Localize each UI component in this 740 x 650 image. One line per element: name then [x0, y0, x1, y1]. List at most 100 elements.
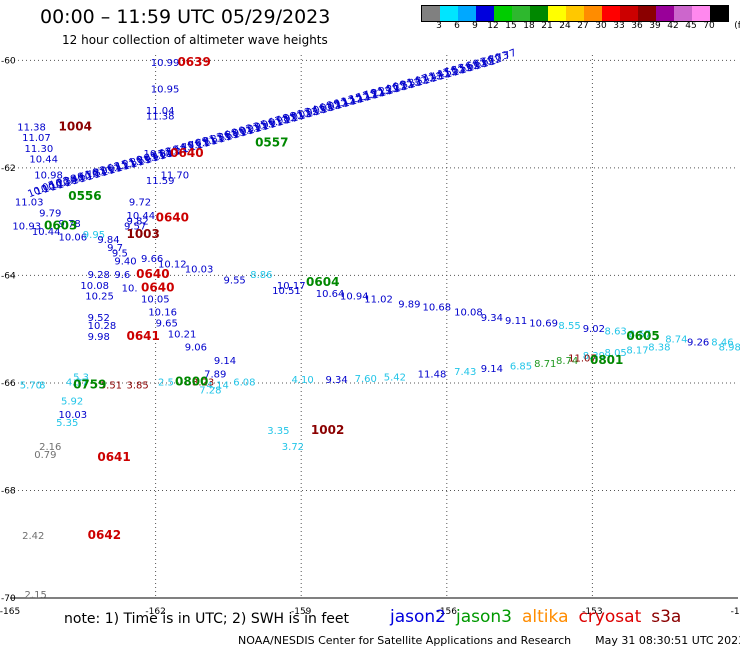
legend-swatch [692, 6, 710, 21]
pass-time-label: 0640 [156, 211, 189, 225]
wave-height-label: 9.7 [107, 243, 123, 254]
wave-height-label: 11.04 [146, 106, 175, 117]
legend-swatch [656, 6, 674, 21]
wave-height-label: 9.26 [687, 337, 709, 348]
latitude-tick-label: -70 [1, 594, 16, 604]
wave-height-label: 6.85 [510, 362, 532, 373]
wave-height-label: 10.99 [151, 58, 180, 69]
wave-height-label: 10.69 [529, 319, 558, 330]
wave-height-label: 8.57 [629, 329, 651, 340]
wave-height-label: 9.34 [481, 313, 503, 324]
wave-height-label: 11.38 [17, 122, 46, 133]
satellite-legend: jason2 jason3 altika cryosat s3a [390, 607, 691, 627]
pass-time-label: 1002 [311, 423, 344, 437]
pass-time-label: 1004 [59, 119, 92, 133]
wave-height-label: 10.28 [88, 321, 117, 332]
legend-swatch [494, 6, 512, 21]
wave-height-label: 9.98 [88, 332, 110, 343]
satellite-legend-jason3: jason3 [456, 607, 512, 627]
wave-height-label: 10.16 [148, 308, 177, 319]
legend-tick-label: 15 [505, 21, 517, 31]
legend-tick-label: 70 [703, 21, 715, 31]
wave-height-label: 0.79 [34, 450, 56, 461]
wave-height-label: 9.66 [141, 254, 163, 265]
wave-height-label: 8.98 [719, 343, 740, 354]
wave-height-label: 6.08 [233, 378, 255, 389]
pass-time-label: 1003 [126, 227, 159, 241]
legend-swatch [440, 6, 458, 21]
legend-swatch [674, 6, 692, 21]
wave-height-label: 8 [39, 380, 45, 391]
wave-height-label: 9.14 [214, 356, 236, 367]
wave-height-label: 9.40 [114, 257, 136, 268]
wave-height-label: 3.85 [126, 380, 148, 391]
satellite-legend-s3a: s3a [651, 607, 682, 627]
pass-time-label: 0640 [136, 267, 169, 281]
wave-height-label: 9.34 [325, 375, 347, 386]
wave-height-label: 10.93 [12, 222, 41, 233]
wave-height-label: 10.64 [316, 289, 345, 300]
wave-height-label: 10.80 [143, 149, 172, 160]
jason2-track: 10.0510.1010.2210.3810.4910.6110.7010.82… [26, 48, 518, 201]
pass-time-labels: 0639100406400557055606030640100306400640… [44, 55, 660, 542]
satellite-legend-cryosat: cryosat [578, 607, 642, 627]
legend-tick-label: 21 [541, 21, 553, 31]
wave-height-label: 3.72 [282, 442, 304, 453]
wave-height-label: 8.63 [605, 327, 627, 338]
wave-height-label: 9.95 [83, 230, 105, 241]
wave-height-label: 10.95 [151, 85, 180, 96]
wave-height-label: 7.43 [454, 367, 476, 378]
pass-time-label: 0641 [97, 450, 130, 464]
wave-height-label: 8.55 [558, 321, 580, 332]
wave-height-label: 9.02 [583, 324, 605, 335]
wave-height-label: 10.68 [423, 302, 452, 313]
wave-height-label: 9.6 [114, 270, 130, 281]
wave-height-label: 8.39 [583, 351, 605, 362]
wave-height-label: 10.94 [340, 292, 369, 303]
wave-height-label: 9.84 [97, 235, 119, 246]
legend-tick-label: 30 [595, 21, 607, 31]
wave-height-label: 10.25 [85, 292, 114, 303]
longitude-tick-label: -153 [582, 607, 602, 617]
wave-height-label: 9.78 [59, 219, 81, 230]
pass-time-label: 0605 [626, 329, 659, 343]
pass-time-label: 0557 [255, 135, 288, 149]
wave-height-label: 10.98 [34, 171, 63, 182]
longitude-tick-label: -159 [291, 607, 312, 617]
legend-swatch [602, 6, 620, 21]
legend-tick-label: 9 [472, 21, 478, 31]
wave-height-label: 10.17 [277, 281, 306, 292]
wave-height-label: 11.59 [146, 176, 175, 187]
wave-height-label: 2.15 [25, 590, 47, 601]
wave-height-label: 4.14 [207, 380, 229, 391]
pass-time-label: 0640 [141, 281, 174, 295]
legend-tick-label: 24 [559, 21, 571, 31]
generated-timestamp: May 31 08:30:51 UTC 2023 [595, 634, 740, 647]
wave-height-label: 10.44 [126, 211, 155, 222]
wave-height-label: 11.07 [22, 133, 51, 144]
pass-time-label: 0759 [73, 377, 106, 391]
longitude-tick-label: -15 [731, 607, 740, 617]
wave-height-label: 2.16 [39, 442, 61, 453]
wave-height-label: 10.51 [272, 286, 301, 297]
wave-height-label: 9.14 [481, 364, 503, 375]
latitude-tick-label: -66 [1, 379, 16, 389]
legend-swatch [530, 6, 548, 21]
longitude-tick-label: -162 [145, 607, 165, 617]
latitude-tick-label: -60 [1, 56, 16, 66]
legend-tick-label: 12 [487, 21, 499, 31]
wave-height-labels: 10.9910.9510.8011.0411.3811.3811.0711.30… [12, 58, 740, 601]
wave-height-label: 8.38 [648, 343, 670, 354]
legend-swatch [476, 6, 494, 21]
legend-tick-label: 39 [649, 21, 661, 31]
pass-time-label: 0639 [177, 55, 210, 69]
wave-height-label: 5.3 [73, 372, 89, 383]
units-note: note: 1) Time is in UTC; 2) SWH is in fe… [64, 611, 350, 627]
pass-time-label: 0603 [44, 219, 77, 233]
pass-time-label: 0642 [88, 528, 121, 542]
wave-height-label: 11.03 [15, 198, 44, 209]
wave-height-label: 7.89 [204, 370, 226, 381]
wave-height-label: 11.07 [568, 353, 597, 364]
legend-swatch [548, 6, 566, 21]
